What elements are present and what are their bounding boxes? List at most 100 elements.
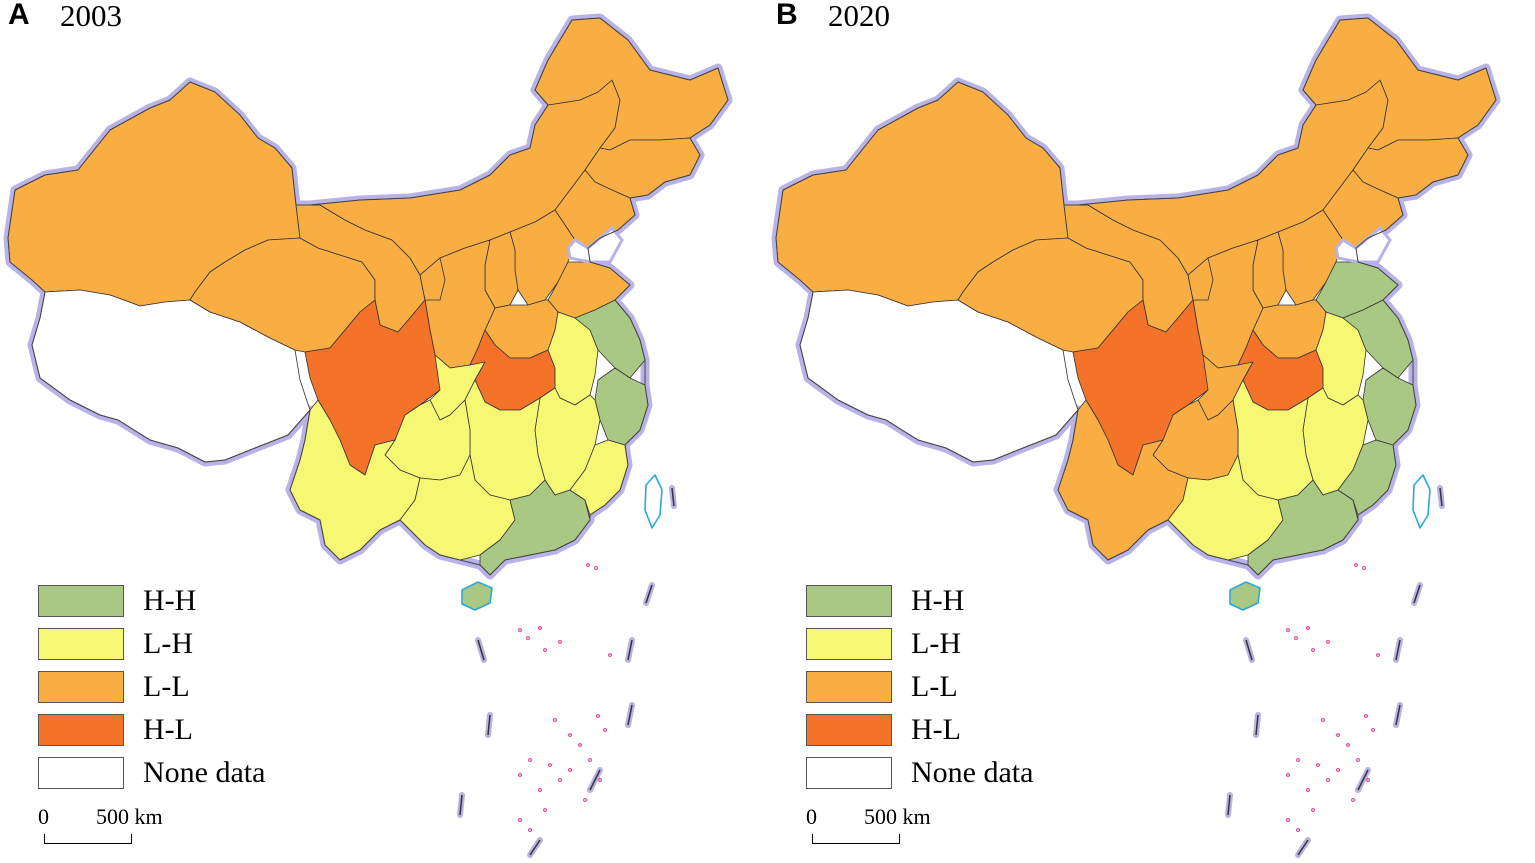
province-hainan (1229, 581, 1261, 611)
legend-label: L-H (143, 627, 193, 660)
island-marker (558, 778, 562, 782)
panel-letter: A (8, 0, 30, 31)
maritime-boundary-dash (487, 714, 491, 736)
maritime-boundary-dash (459, 794, 463, 816)
island-marker (1294, 636, 1298, 640)
legend-swatch (806, 585, 892, 617)
island-marker (526, 636, 530, 640)
province-ningxia (1187, 257, 1214, 301)
maritime-boundary-dash (1245, 639, 1253, 661)
province-ningxia (419, 257, 446, 301)
island-marker (543, 808, 547, 812)
island-marker (548, 763, 552, 767)
island-marker (1326, 778, 1330, 782)
island-marker (1296, 758, 1300, 762)
island-marker (538, 626, 542, 630)
scale-distance-label: 500 km (864, 804, 931, 829)
island-marker (1371, 728, 1375, 732)
scale-zero-label: 0 (806, 804, 817, 829)
island-marker (1306, 788, 1310, 792)
maritime-boundary-dash (1357, 769, 1369, 791)
island-marker (1286, 628, 1290, 632)
island-marker (586, 563, 590, 567)
island-marker (1364, 714, 1368, 718)
china-map-2020 (771, 13, 1501, 858)
legend-swatch (38, 585, 124, 617)
legend-label: H-H (143, 584, 197, 617)
island-marker (528, 828, 532, 832)
island-marker (538, 788, 542, 792)
province-taiwan (644, 474, 663, 529)
island-marker (558, 640, 562, 644)
maritime-boundary-dash (627, 704, 633, 726)
maritime-boundary-dash (1255, 714, 1259, 736)
maritime-boundary-dash (1227, 794, 1231, 816)
legend-label: H-H (911, 584, 965, 617)
maritime-boundary-dash (1297, 839, 1309, 856)
island-marker (1336, 768, 1340, 772)
island-marker (1296, 828, 1300, 832)
island-marker (1321, 718, 1325, 722)
province-shanxi (1252, 231, 1287, 309)
island-marker (568, 768, 572, 772)
map-panel-a: A 2003 H-H L-H L-L H-L None data 0 500 k… (0, 0, 767, 863)
legend-label: None data (143, 756, 266, 789)
national-border-line (775, 17, 1497, 576)
legend-swatch (806, 628, 892, 660)
province-taiwan (1412, 474, 1431, 529)
island-marker (1376, 653, 1380, 657)
legend-label: H-L (911, 713, 961, 746)
maritime-boundary-dash (529, 839, 541, 856)
island-marker (594, 566, 598, 570)
island-marker (1306, 626, 1310, 630)
island-marker (598, 778, 602, 782)
island-marker (518, 818, 522, 822)
maritime-boundary-dash (671, 487, 675, 507)
island-marker (1362, 566, 1366, 570)
panel-letter: B (776, 0, 798, 31)
maritime-boundary-dash (645, 584, 653, 604)
island-marker (568, 733, 572, 737)
maritime-boundary-dash (1439, 487, 1443, 507)
legend-swatch (38, 714, 124, 746)
province-hainan (461, 581, 493, 611)
legend-label: L-L (911, 670, 958, 703)
island-marker (1351, 798, 1355, 802)
china-map-2003 (3, 13, 733, 858)
island-marker (1311, 808, 1315, 812)
island-marker (518, 773, 522, 777)
island-marker (1286, 773, 1290, 777)
legend-label: L-L (143, 670, 190, 703)
maritime-boundary-dash (589, 769, 601, 791)
scale-zero-label: 0 (38, 804, 49, 829)
province-shanxi (484, 231, 519, 309)
maritime-boundary-dash (1413, 584, 1421, 604)
island-marker (1326, 640, 1330, 644)
island-marker (603, 728, 607, 732)
legend-swatch (38, 628, 124, 660)
maritime-boundary-dash (627, 639, 633, 661)
scale-distance-label: 500 km (96, 804, 163, 829)
island-marker (1366, 778, 1370, 782)
island-marker (1354, 563, 1358, 567)
island-marker (608, 653, 612, 657)
legend-label: L-H (911, 627, 961, 660)
national-border-line (7, 17, 729, 576)
island-marker (518, 628, 522, 632)
legend-swatch (806, 757, 892, 789)
maritime-boundary-dash (1395, 704, 1401, 726)
island-marker (1346, 743, 1350, 747)
scale-bar: 0 500 km (38, 804, 178, 852)
island-marker (543, 648, 547, 652)
island-marker (553, 718, 557, 722)
island-marker (528, 758, 532, 762)
legend-label: H-L (143, 713, 193, 746)
maritime-boundary-dash (1395, 639, 1401, 661)
island-marker (1336, 733, 1340, 737)
island-marker (583, 798, 587, 802)
panel-year: 2020 (828, 0, 890, 33)
legend-swatch (806, 714, 892, 746)
map-panel-b: B 2020 H-H L-H L-L H-L None data 0 500 k… (768, 0, 1535, 863)
island-marker (596, 714, 600, 718)
legend-swatch (806, 671, 892, 703)
